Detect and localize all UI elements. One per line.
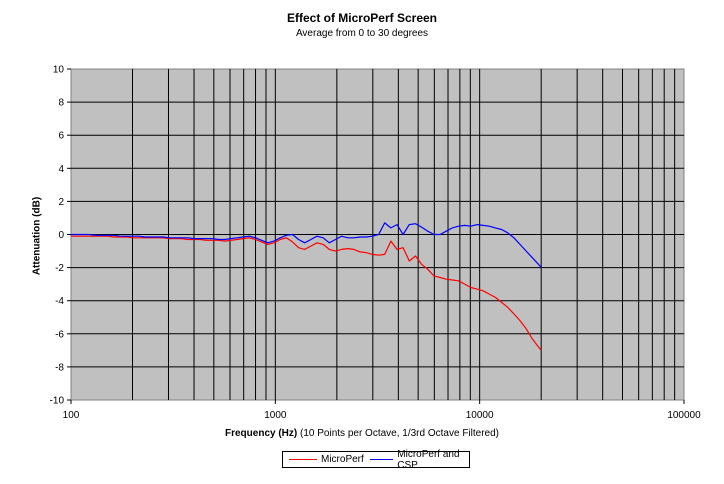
y-tick-label: -6 (55, 329, 64, 340)
y-tick-label: -8 (55, 362, 64, 373)
legend-swatch-microperf (289, 459, 317, 460)
chart-subtitle: Average from 0 to 30 degrees (295, 28, 429, 39)
legend-item-microperf: MicroPerf (289, 454, 364, 465)
y-axis-label: Attenuation (dB) (31, 196, 43, 276)
series-group (71, 222, 542, 351)
y-tick-label: -2 (55, 263, 64, 274)
legend-swatch-microperf-csp (369, 459, 394, 460)
y-tick-label: -10 (50, 396, 65, 407)
series-line-microperf (71, 235, 542, 351)
x-tick-label: 10000 (466, 410, 494, 421)
x-axis-label-note: (10 Points per Octave, 1/3rd Octave Filt… (297, 428, 499, 439)
y-tick-label: 10 (53, 65, 65, 76)
series-line-microperf-and-csp (71, 222, 542, 268)
legend: MicroPerf MicroPerf and CSP (282, 448, 470, 471)
y-tick-label: 0 (58, 230, 64, 241)
chart-title: Effect of MicroPerf Screen (286, 11, 438, 25)
x-tick-label: 100 (63, 410, 80, 421)
y-tick-label: 4 (58, 164, 64, 175)
y-tick-label: 2 (58, 197, 64, 208)
legend-label-microperf-csp: MicroPerf and CSP (397, 448, 460, 471)
axes: 10 8 6 4 2 0 -2 -4 -6 -8 -10 100 1000 10000 100000 (50, 65, 702, 422)
y-tick-label: -4 (55, 296, 64, 307)
y-tick-label: 8 (58, 98, 64, 109)
legend-item-microperf-csp: MicroPerf and CSP (369, 448, 469, 471)
x-tick-label: 1000 (264, 410, 287, 421)
grid (71, 69, 684, 400)
x-axis-label-wrap: Frequency (Hz) (10 Points per Octave, 1/… (0, 428, 724, 439)
x-axis-label: Frequency (Hz) (225, 428, 298, 439)
legend-label-microperf: MicroPerf (321, 454, 364, 465)
y-tick-label: 6 (58, 131, 64, 142)
x-tick-label: 100000 (667, 410, 701, 421)
